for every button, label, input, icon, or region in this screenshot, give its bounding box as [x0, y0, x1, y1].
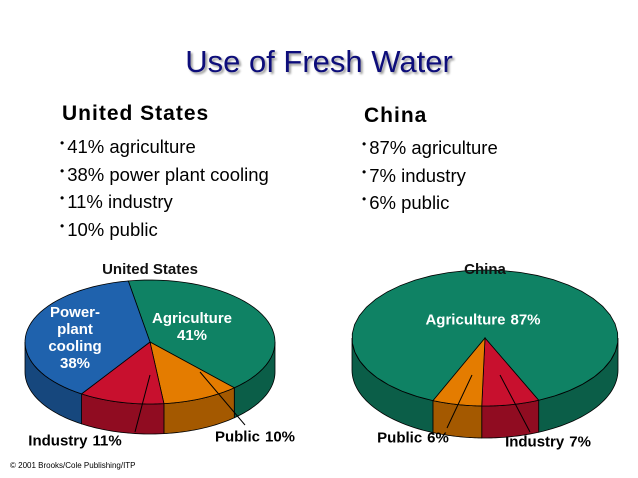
slice-value: 7%	[569, 433, 591, 451]
bullet: 6% public	[362, 189, 498, 217]
slice-category: Industry	[505, 433, 565, 451]
slice-label: Public 10%	[215, 429, 295, 446]
section-heading: United States	[62, 102, 210, 125]
slice-value: 11%	[92, 432, 122, 450]
slice-label: Agriculture 87%	[425, 312, 540, 329]
bullet-list: 41% agriculture 38% power plant cooling …	[60, 133, 269, 243]
bullet: 41% agriculture	[60, 133, 269, 161]
slice-value: 6%	[427, 429, 449, 447]
slice-label: Industry 11%	[28, 433, 121, 450]
slice-label: Industry 7%	[505, 434, 591, 451]
copyright: © 2001 Brooks/Cole Publishing/ITP	[10, 461, 136, 470]
bullet: 38% power plant cooling	[60, 161, 269, 189]
slice	[80, 341, 165, 405]
slice-category: Agriculture	[425, 311, 506, 329]
bullet: 87% agriculture	[362, 134, 498, 162]
slice-category: Agriculture	[151, 310, 233, 327]
bullet: 11% industry	[60, 188, 269, 216]
bullet: 7% industry	[362, 162, 498, 190]
slice-category: Power-plant cooling	[48, 304, 102, 355]
slice	[351, 269, 619, 402]
slice-category: Public	[214, 428, 260, 446]
slice-category: Public	[377, 429, 423, 447]
slice-category: Industry	[28, 432, 88, 450]
leader-line	[446, 374, 473, 429]
leader-line	[134, 374, 151, 433]
slice-value: 10%	[264, 428, 296, 446]
slice-value: 41%	[176, 327, 208, 344]
pie-title: United States	[102, 261, 198, 278]
slice	[24, 280, 151, 395]
pie-title: China	[464, 261, 506, 278]
slice	[432, 336, 486, 407]
section-heading: China	[364, 104, 428, 127]
slide-title: Use of Fresh Water	[185, 44, 453, 79]
leader-line	[199, 371, 246, 426]
bullet: 10% public	[60, 216, 269, 244]
bullet-list: 87% agriculture 7% industry 6% public	[362, 134, 498, 217]
slice-value: 38%	[59, 355, 91, 372]
slice	[127, 279, 276, 389]
slice	[481, 336, 540, 407]
slice-label: Power-plant cooling 38%	[44, 304, 106, 372]
slice-label: Agriculture 41%	[152, 310, 232, 344]
leader-line	[499, 374, 531, 433]
slice-label: Public 6%	[377, 430, 449, 447]
slice-value: 87%	[510, 311, 541, 329]
